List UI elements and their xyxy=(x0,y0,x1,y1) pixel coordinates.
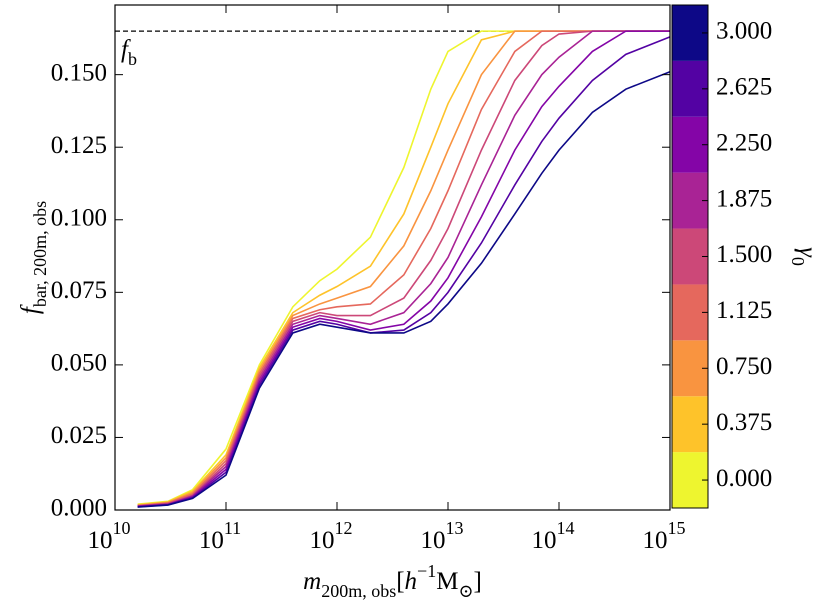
label-part: b xyxy=(128,49,137,69)
colorbar-frame xyxy=(671,4,709,509)
colorbar-tick-label: 0.750 xyxy=(716,353,772,380)
colorbar-tick-label: 1.125 xyxy=(716,297,772,324)
x-tick-label: 1010 xyxy=(88,518,131,554)
y-tick-label: 0.100 xyxy=(51,205,107,232)
x-tick-label: 1015 xyxy=(643,518,686,554)
x-tick-exponent: 15 xyxy=(668,518,686,538)
label-part: M xyxy=(436,568,458,595)
y-tick-label: 0.050 xyxy=(51,350,107,377)
label-part: bar, 200m, obs xyxy=(30,201,50,307)
x-tick-exponent: 14 xyxy=(557,518,575,538)
x-tick-exponent: 11 xyxy=(224,518,241,538)
colorbar-tick-label: 2.250 xyxy=(716,129,772,156)
label-part: ⊙ xyxy=(458,581,473,601)
x-tick-exponent: 12 xyxy=(335,518,353,538)
label-part: f xyxy=(17,304,44,314)
x-tick-base: 10 xyxy=(643,527,668,554)
x-tick-label: 1013 xyxy=(421,518,464,554)
colorbar-tick-label: 1.875 xyxy=(716,185,772,212)
colorbar-tick-label: 1.500 xyxy=(716,241,772,268)
label-part: h xyxy=(405,568,418,595)
label-part: 0 xyxy=(788,257,808,266)
data-line xyxy=(137,71,670,508)
colorbar-label: γ0 xyxy=(788,247,821,266)
x-tick-exponent: 13 xyxy=(446,518,464,538)
y-tick-label: 0.075 xyxy=(51,277,107,304)
x-axis-label: m200m, obs[h−1M⊙] xyxy=(303,561,482,601)
label-part: ] xyxy=(474,568,482,595)
y-axis-label: fbar, 200m, obs xyxy=(17,201,50,314)
y-tick-label: 0.125 xyxy=(51,132,107,159)
y-tick-label: 0.025 xyxy=(51,422,107,449)
y-tick-label: 0.150 xyxy=(51,59,107,86)
data-line xyxy=(137,30,670,506)
reference-label: fb xyxy=(121,36,137,69)
label-part: f xyxy=(121,36,131,63)
x-tick-label: 1012 xyxy=(310,518,353,554)
x-tick-label: 1011 xyxy=(199,518,241,554)
data-line xyxy=(137,36,670,508)
label-part: 200m, obs xyxy=(321,581,396,601)
x-tick-base: 10 xyxy=(88,527,113,554)
label-part: [ xyxy=(396,568,404,595)
data-line xyxy=(137,30,670,507)
plot-frame xyxy=(114,4,671,511)
data-line xyxy=(137,30,670,505)
x-tick-base: 10 xyxy=(532,527,557,554)
label-part: −1 xyxy=(417,561,436,581)
x-tick-base: 10 xyxy=(199,527,224,554)
y-tick-label: 0.000 xyxy=(51,495,107,522)
x-tick-label: 1014 xyxy=(532,518,575,554)
x-tick-base: 10 xyxy=(421,527,446,554)
label-part: m xyxy=(303,568,321,595)
colorbar-tick-label: 3.000 xyxy=(716,18,772,45)
colorbar-tick-label: 0.375 xyxy=(716,409,772,436)
x-tick-exponent: 10 xyxy=(113,518,131,538)
x-tick-base: 10 xyxy=(310,527,335,554)
label-part: γ xyxy=(794,247,821,258)
colorbar-tick-label: 0.000 xyxy=(716,465,772,492)
data-line xyxy=(137,30,670,508)
data-line xyxy=(137,30,670,507)
colorbar-tick-label: 2.625 xyxy=(716,74,772,101)
data-line xyxy=(137,30,670,508)
data-line xyxy=(137,30,670,507)
